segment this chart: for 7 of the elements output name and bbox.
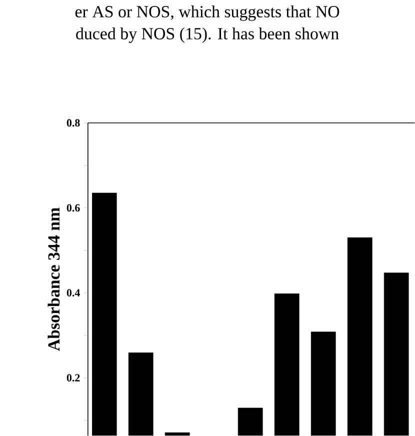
y-axis-title: Absorbance 344 nm [48,208,60,351]
y-tick-label: 0.2 [66,374,80,382]
text: er AS or NOS, which suggests that NO [75,6,340,21]
y-tick-label: 0.4 [66,289,80,297]
text: duced by NOS (15). It has been shown [76,27,339,43]
y-tick-label: 0.6 [66,204,80,212]
y-tick-label: 0.8 [66,119,80,127]
